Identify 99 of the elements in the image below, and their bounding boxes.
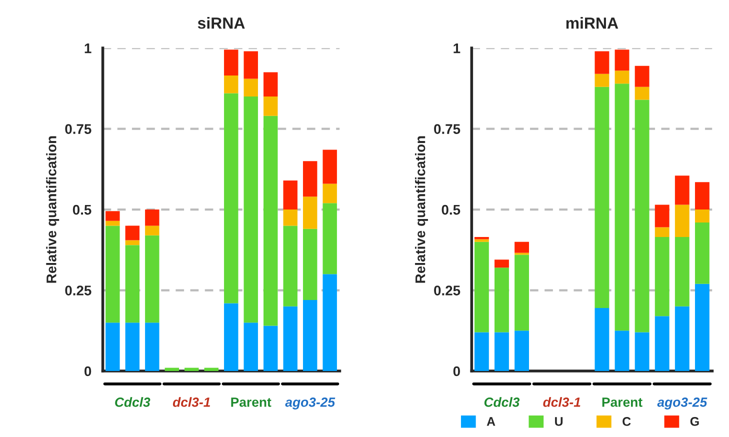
y-tick-label: 0.75 [65,124,92,134]
bar [514,330,529,372]
bar [164,368,179,372]
bar [694,222,710,284]
chart-title: miRNA [566,17,618,29]
text: Cdcl3 [484,397,520,407]
bar [514,242,529,253]
bar [224,303,238,372]
bar [634,100,650,332]
bar [474,239,489,242]
bar [283,306,298,372]
legend-label: C [622,417,631,426]
bar [322,184,337,204]
legend-label: A [486,417,496,426]
text: Cdcl3 [115,397,150,407]
bar [594,74,610,87]
text: ago3-25 [657,398,708,410]
bar [302,300,318,372]
bar [224,50,238,76]
bar [224,76,238,94]
bar [514,254,529,331]
bar [634,66,650,87]
y-axis-title: Relative quantification [46,136,60,283]
y-tick-label: 1 [454,44,460,54]
bar [106,226,120,323]
bar [494,260,509,268]
bar [264,116,278,326]
bar [474,332,489,372]
bar [634,86,650,100]
bar [283,226,298,306]
bar [145,322,160,372]
bar [654,316,670,372]
bar [654,204,670,228]
bar [494,268,509,332]
bar [106,211,120,221]
y-tick-label: 0.75 [434,124,460,134]
bar [594,86,610,308]
legend-label: U [555,417,563,426]
legend-label: G [690,417,699,426]
bar [654,227,670,237]
text: Parent [231,398,272,407]
bar [322,150,337,184]
bar [106,322,120,372]
bar [694,284,710,372]
bar [106,220,120,226]
y-tick-label: 0 [84,366,92,376]
bar [694,182,710,210]
bar [264,326,278,372]
bar [125,245,140,323]
bar [302,196,318,229]
text: ago3-25 [285,398,336,410]
bar [184,368,199,372]
bar [145,226,160,236]
bar [674,236,690,306]
y-tick-label: 0 [453,366,460,376]
bar [125,240,140,246]
y-tick-label: 0.5 [72,204,92,215]
bar [302,161,318,197]
bar [674,176,690,205]
text: dcl3-1 [172,397,210,407]
y-tick-label: 0.5 [442,204,460,215]
bar [694,210,710,222]
bar [145,210,160,226]
bar [204,368,218,372]
bar [283,180,298,210]
y-tick-label: 1 [84,44,92,54]
y-axis-title: Relative quantification [415,136,428,283]
bar [244,78,258,97]
bar [614,330,630,372]
bar [674,306,690,372]
bar [594,51,610,74]
bar [224,93,238,304]
bar [264,96,278,116]
bar [614,70,630,84]
y-tick-label: 0.25 [434,286,460,296]
bar [244,96,258,323]
bar [302,228,318,300]
bar [634,332,650,372]
bar [283,210,298,226]
text: dcl3-1 [543,397,580,407]
bar [145,235,160,323]
y-tick-label: 0.25 [65,286,92,296]
bar [244,322,258,372]
chart-title: siRNA [198,17,245,29]
bar [474,242,489,332]
bar [594,308,610,372]
bar [494,332,509,372]
bar [125,322,140,372]
bar [244,51,258,79]
bar [474,236,489,240]
bar [614,50,630,71]
text: Parent [602,398,642,407]
bar [674,204,690,237]
bar [614,84,630,331]
bar [654,236,670,316]
bar [125,226,140,240]
bar [322,274,337,372]
bar [264,72,278,97]
bar [322,203,337,274]
